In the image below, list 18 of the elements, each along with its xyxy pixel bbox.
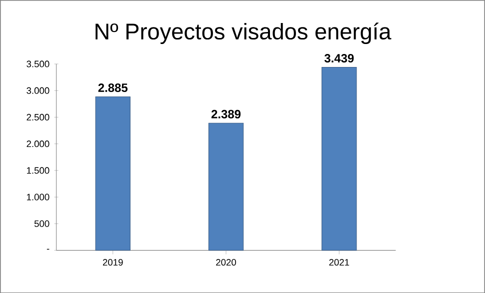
x-tick-label: 2021 [329, 258, 350, 266]
bar [322, 66, 357, 250]
y-tick-label: 2.000 [26, 140, 50, 147]
data-label: 2.885 [98, 83, 128, 92]
chart-title: Nº Proyectos visados energía [96, 22, 392, 44]
data-label: 3.439 [324, 54, 354, 62]
x-tick-label: 2019 [102, 258, 123, 266]
data-label: 2.389 [211, 110, 241, 118]
y-tick-label: 2.500 [26, 114, 50, 120]
y-tick-label: - [46, 248, 50, 250]
y-tick-label: 3.500 [26, 60, 50, 68]
y-tick-label: 500 [34, 220, 50, 227]
y-tick-label: 1.000 [27, 194, 50, 200]
x-tick-label: 2020 [216, 258, 236, 266]
bar [208, 122, 244, 250]
y-tick-label: 1.500 [27, 167, 50, 174]
y-tick-label: 3.000 [26, 87, 50, 94]
bar [95, 96, 130, 250]
